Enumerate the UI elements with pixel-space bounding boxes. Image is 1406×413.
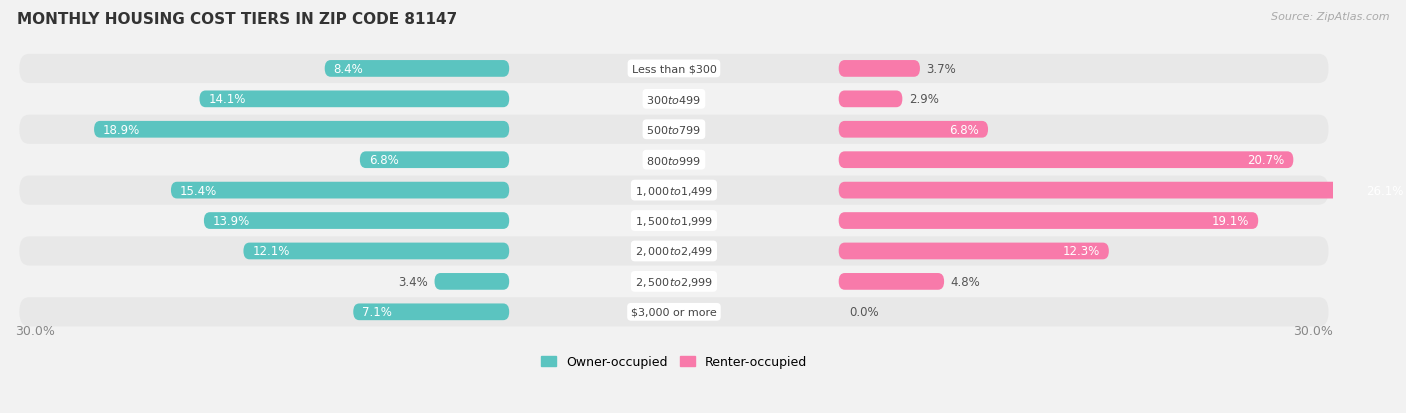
FancyBboxPatch shape bbox=[838, 213, 1258, 229]
FancyBboxPatch shape bbox=[353, 304, 509, 320]
Text: 18.9%: 18.9% bbox=[103, 123, 141, 136]
Text: 8.4%: 8.4% bbox=[333, 63, 363, 76]
FancyBboxPatch shape bbox=[94, 121, 509, 138]
Text: 20.7%: 20.7% bbox=[1247, 154, 1285, 167]
Text: 6.8%: 6.8% bbox=[368, 154, 398, 167]
FancyBboxPatch shape bbox=[20, 237, 1329, 266]
FancyBboxPatch shape bbox=[20, 146, 1329, 175]
Text: Less than $300: Less than $300 bbox=[631, 64, 717, 74]
Text: $3,000 or more: $3,000 or more bbox=[631, 307, 717, 317]
FancyBboxPatch shape bbox=[434, 273, 509, 290]
Text: $2,500 to $2,999: $2,500 to $2,999 bbox=[634, 275, 713, 288]
Text: 3.4%: 3.4% bbox=[398, 275, 427, 288]
FancyBboxPatch shape bbox=[325, 61, 509, 78]
FancyBboxPatch shape bbox=[20, 297, 1329, 327]
Text: $2,000 to $2,499: $2,000 to $2,499 bbox=[634, 245, 713, 258]
Text: $1,000 to $1,499: $1,000 to $1,499 bbox=[634, 184, 713, 197]
FancyBboxPatch shape bbox=[172, 182, 509, 199]
FancyBboxPatch shape bbox=[838, 243, 1109, 260]
Text: 4.8%: 4.8% bbox=[950, 275, 980, 288]
FancyBboxPatch shape bbox=[20, 267, 1329, 296]
Text: 0.0%: 0.0% bbox=[849, 306, 879, 318]
Text: $300 to $499: $300 to $499 bbox=[647, 94, 702, 106]
Text: 12.3%: 12.3% bbox=[1063, 245, 1099, 258]
Text: 19.1%: 19.1% bbox=[1212, 214, 1250, 228]
FancyBboxPatch shape bbox=[360, 152, 509, 169]
FancyBboxPatch shape bbox=[838, 273, 943, 290]
Text: 2.9%: 2.9% bbox=[908, 93, 939, 106]
Text: 30.0%: 30.0% bbox=[1294, 324, 1333, 337]
FancyBboxPatch shape bbox=[20, 85, 1329, 114]
Text: 14.1%: 14.1% bbox=[208, 93, 246, 106]
Text: MONTHLY HOUSING COST TIERS IN ZIP CODE 81147: MONTHLY HOUSING COST TIERS IN ZIP CODE 8… bbox=[17, 12, 457, 27]
FancyBboxPatch shape bbox=[20, 176, 1329, 205]
FancyBboxPatch shape bbox=[243, 243, 509, 260]
FancyBboxPatch shape bbox=[200, 91, 509, 108]
Text: $500 to $799: $500 to $799 bbox=[647, 124, 702, 136]
Text: 15.4%: 15.4% bbox=[180, 184, 217, 197]
Text: $800 to $999: $800 to $999 bbox=[647, 154, 702, 166]
Text: 6.8%: 6.8% bbox=[949, 123, 979, 136]
FancyBboxPatch shape bbox=[20, 206, 1329, 235]
FancyBboxPatch shape bbox=[204, 213, 509, 229]
FancyBboxPatch shape bbox=[20, 55, 1329, 84]
Text: 30.0%: 30.0% bbox=[15, 324, 55, 337]
Text: $1,500 to $1,999: $1,500 to $1,999 bbox=[634, 214, 713, 228]
FancyBboxPatch shape bbox=[838, 61, 920, 78]
Text: 7.1%: 7.1% bbox=[361, 306, 392, 318]
Text: 12.1%: 12.1% bbox=[252, 245, 290, 258]
FancyBboxPatch shape bbox=[838, 121, 988, 138]
Text: 26.1%: 26.1% bbox=[1365, 184, 1403, 197]
FancyBboxPatch shape bbox=[838, 91, 903, 108]
Legend: Owner-occupied, Renter-occupied: Owner-occupied, Renter-occupied bbox=[541, 355, 807, 368]
FancyBboxPatch shape bbox=[838, 182, 1406, 199]
Text: 3.7%: 3.7% bbox=[927, 63, 956, 76]
FancyBboxPatch shape bbox=[20, 115, 1329, 145]
FancyBboxPatch shape bbox=[838, 152, 1294, 169]
Text: Source: ZipAtlas.com: Source: ZipAtlas.com bbox=[1271, 12, 1389, 22]
Text: 13.9%: 13.9% bbox=[212, 214, 250, 228]
